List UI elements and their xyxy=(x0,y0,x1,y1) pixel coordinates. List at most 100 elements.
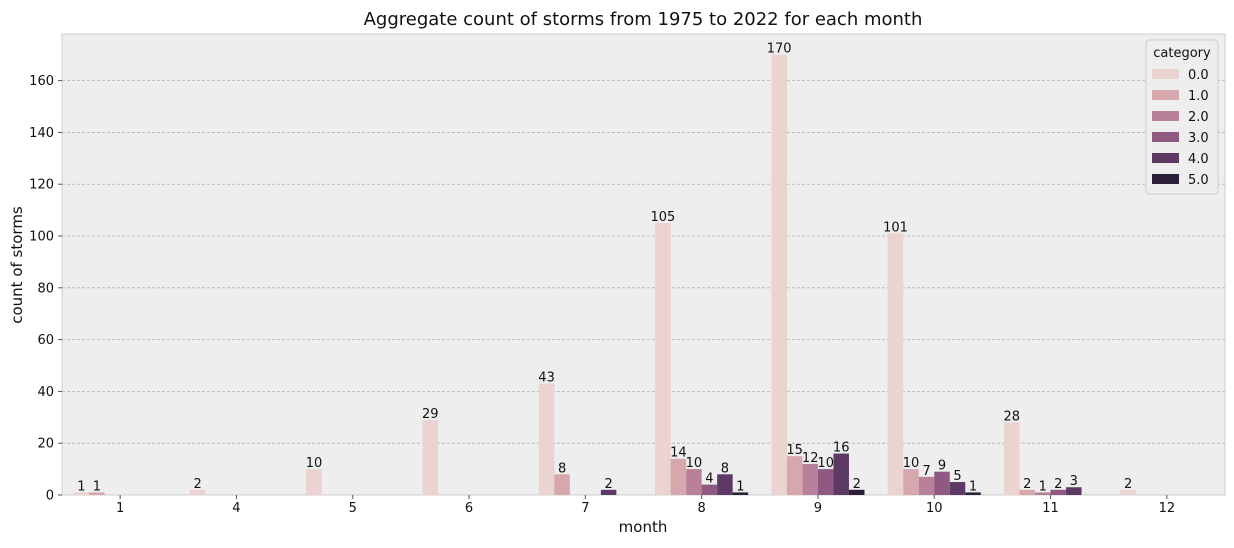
y-tick-label: 0 xyxy=(46,489,54,504)
bar-value-label: 2 xyxy=(1023,477,1031,492)
bar-value-label: 10 xyxy=(903,456,920,471)
bar xyxy=(1050,489,1067,495)
legend-label: 5.0 xyxy=(1188,173,1209,188)
x-axis-title: month xyxy=(619,518,668,536)
x-tick-label: 8 xyxy=(698,501,706,516)
legend-swatch xyxy=(1152,90,1179,100)
y-tick-label: 160 xyxy=(29,74,54,89)
bar xyxy=(306,469,322,495)
bar xyxy=(89,492,105,495)
bar-value-label: 10 xyxy=(306,456,323,471)
bar xyxy=(848,489,865,495)
bar-value-label: 1 xyxy=(93,479,101,494)
bar-value-label: 8 xyxy=(721,461,729,476)
bar xyxy=(701,484,718,495)
bar xyxy=(422,419,439,495)
x-tick-label: 7 xyxy=(581,501,589,516)
bar xyxy=(538,383,555,495)
legend-label: 3.0 xyxy=(1188,131,1209,146)
bar xyxy=(934,471,950,495)
legend-swatch xyxy=(1152,132,1179,142)
y-tick-label: 20 xyxy=(37,437,54,452)
x-tick-label: 9 xyxy=(814,501,822,516)
y-tick-label: 120 xyxy=(29,178,54,193)
legend: category 0.0 1.0 2.0 3.0 4.0 5.0 xyxy=(1145,39,1219,195)
bar-value-label: 3 xyxy=(1070,474,1078,489)
bar xyxy=(802,463,818,495)
bar-value-label: 2 xyxy=(194,477,202,492)
legend-label: 2.0 xyxy=(1188,110,1209,125)
bar-value-label: 2 xyxy=(604,477,612,492)
bar-value-label: 10 xyxy=(817,456,834,471)
x-tick-label: 12 xyxy=(1159,501,1176,516)
y-tick-label: 80 xyxy=(37,281,54,296)
bar xyxy=(686,469,702,495)
bar-value-label: 14 xyxy=(670,446,687,461)
legend-swatch xyxy=(1152,111,1179,121)
bar xyxy=(887,233,904,496)
y-tick-label: 100 xyxy=(29,230,54,245)
x-tick-label: 6 xyxy=(465,501,473,516)
bar xyxy=(554,474,570,495)
y-tick-label: 40 xyxy=(37,385,54,400)
y-tick-label: 60 xyxy=(37,333,54,348)
bar-value-label: 170 xyxy=(767,42,792,57)
bar-value-label: 1 xyxy=(969,479,977,494)
bar-value-label: 2 xyxy=(853,477,861,492)
bar-value-label: 101 xyxy=(883,220,908,235)
bar-value-label: 2 xyxy=(1054,477,1062,492)
bar xyxy=(189,489,206,495)
y-tick-label: 140 xyxy=(29,126,54,141)
bar-value-label: 12 xyxy=(802,451,819,466)
legend-title: category xyxy=(1153,46,1211,61)
x-tick-label: 11 xyxy=(1042,501,1059,516)
bar-value-label: 15 xyxy=(786,443,803,458)
bar-value-label: 4 xyxy=(705,472,713,487)
bar xyxy=(833,453,849,495)
bar-value-label: 28 xyxy=(1004,409,1021,424)
bar-value-label: 105 xyxy=(650,210,675,225)
bar-value-label: 1 xyxy=(77,479,85,494)
bar xyxy=(771,54,787,495)
bar xyxy=(918,476,935,495)
bar xyxy=(965,492,981,495)
bar xyxy=(655,223,671,495)
bar xyxy=(717,474,733,495)
bar-value-label: 7 xyxy=(922,464,930,479)
x-tick-label: 4 xyxy=(232,501,240,516)
bar xyxy=(1019,489,1036,495)
bar-value-label: 8 xyxy=(558,461,566,476)
bar-value-label: 29 xyxy=(422,407,439,422)
legend-swatch xyxy=(1152,174,1179,184)
bar-value-label: 1 xyxy=(1039,479,1047,494)
bar-value-label: 43 xyxy=(538,371,555,386)
legend-label: 0.0 xyxy=(1188,68,1209,83)
bar xyxy=(1035,492,1051,495)
x-tick-label: 10 xyxy=(926,501,943,516)
plot-background xyxy=(61,33,1226,496)
legend-swatch xyxy=(1152,153,1179,163)
bar xyxy=(817,469,834,495)
bar-value-label: 5 xyxy=(953,469,961,484)
bar xyxy=(903,469,919,495)
bar-value-label: 16 xyxy=(833,441,850,456)
bar xyxy=(73,492,90,495)
y-axis-title: count of storms xyxy=(8,206,26,324)
bar xyxy=(600,489,617,495)
bar-value-label: 1 xyxy=(736,479,744,494)
legend-swatch xyxy=(1152,69,1179,79)
bar-value-label: 9 xyxy=(938,459,946,474)
bar-value-label: 2 xyxy=(1124,477,1132,492)
bar xyxy=(949,482,966,495)
bar-value-label: 10 xyxy=(686,456,703,471)
bar xyxy=(1004,422,1020,495)
bar xyxy=(670,458,687,495)
x-tick-label: 1 xyxy=(116,501,124,516)
bar xyxy=(732,492,749,495)
bar xyxy=(1066,487,1082,495)
bar xyxy=(786,456,803,495)
legend-label: 4.0 xyxy=(1188,152,1209,167)
